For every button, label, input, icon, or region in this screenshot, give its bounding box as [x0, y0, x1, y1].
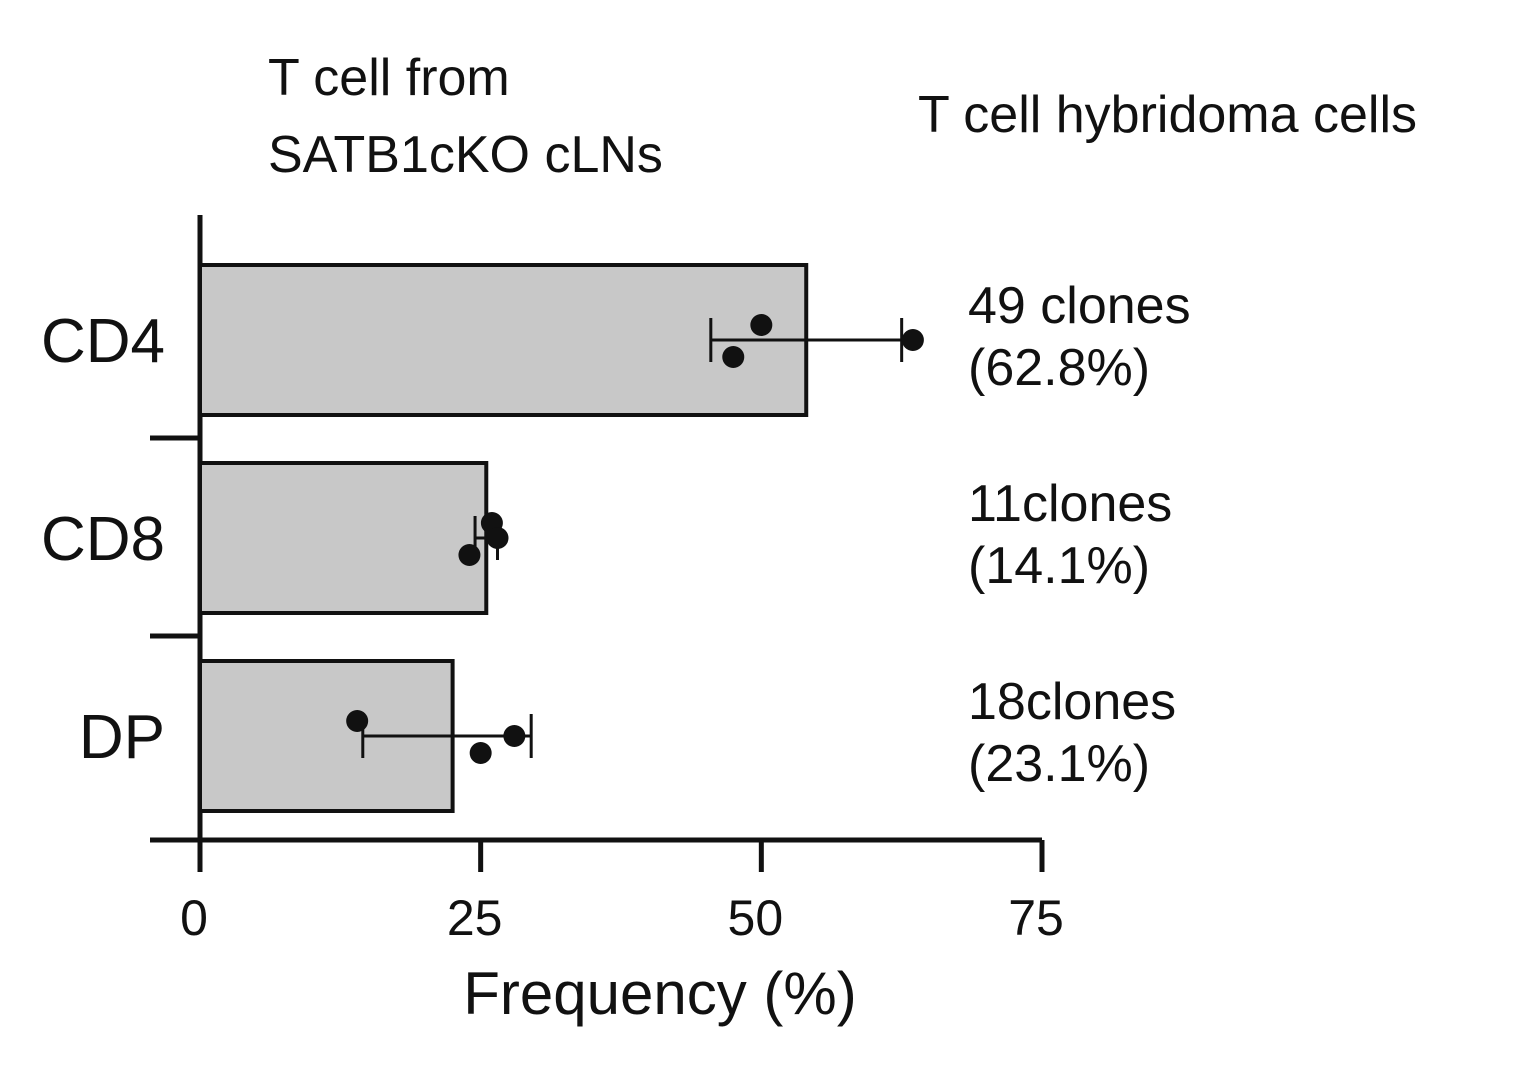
category-label: CD4 — [41, 307, 165, 376]
data-point — [901, 329, 924, 351]
annotation-clones: 18clones — [968, 673, 1176, 731]
right-title: T cell hybridoma cells — [918, 86, 1417, 144]
title-line-1: T cell from — [268, 49, 510, 107]
category-label: DP — [79, 703, 165, 772]
title-line-2: SATB1cKO cLNs — [268, 126, 663, 184]
x-tick-label: 75 — [1008, 890, 1064, 946]
data-point — [503, 725, 526, 747]
bar — [198, 461, 489, 615]
data-point — [458, 544, 481, 566]
data-point — [346, 710, 369, 732]
x-tick-label: 0 — [180, 890, 208, 946]
data-point — [750, 314, 773, 336]
x-tick-label: 25 — [447, 890, 503, 946]
category-label: CD8 — [41, 505, 165, 574]
annotation-percent: (62.8%) — [968, 339, 1150, 397]
x-axis-label: Frequency (%) — [463, 960, 856, 1027]
data-point — [722, 346, 745, 368]
data-point — [486, 527, 509, 549]
annotation-percent: (23.1%) — [968, 735, 1150, 793]
data-point — [469, 742, 492, 764]
annotation-clones: 49 clones — [968, 277, 1191, 335]
annotation-percent: (14.1%) — [968, 537, 1150, 595]
bar — [198, 263, 809, 417]
plot-area: 0 25 50 75 CD4 49 clones(62.8%) CD8 11clones(14… — [41, 215, 1191, 946]
x-tick-label: 50 — [728, 890, 784, 946]
annotation-clones: 11clones — [968, 475, 1172, 533]
